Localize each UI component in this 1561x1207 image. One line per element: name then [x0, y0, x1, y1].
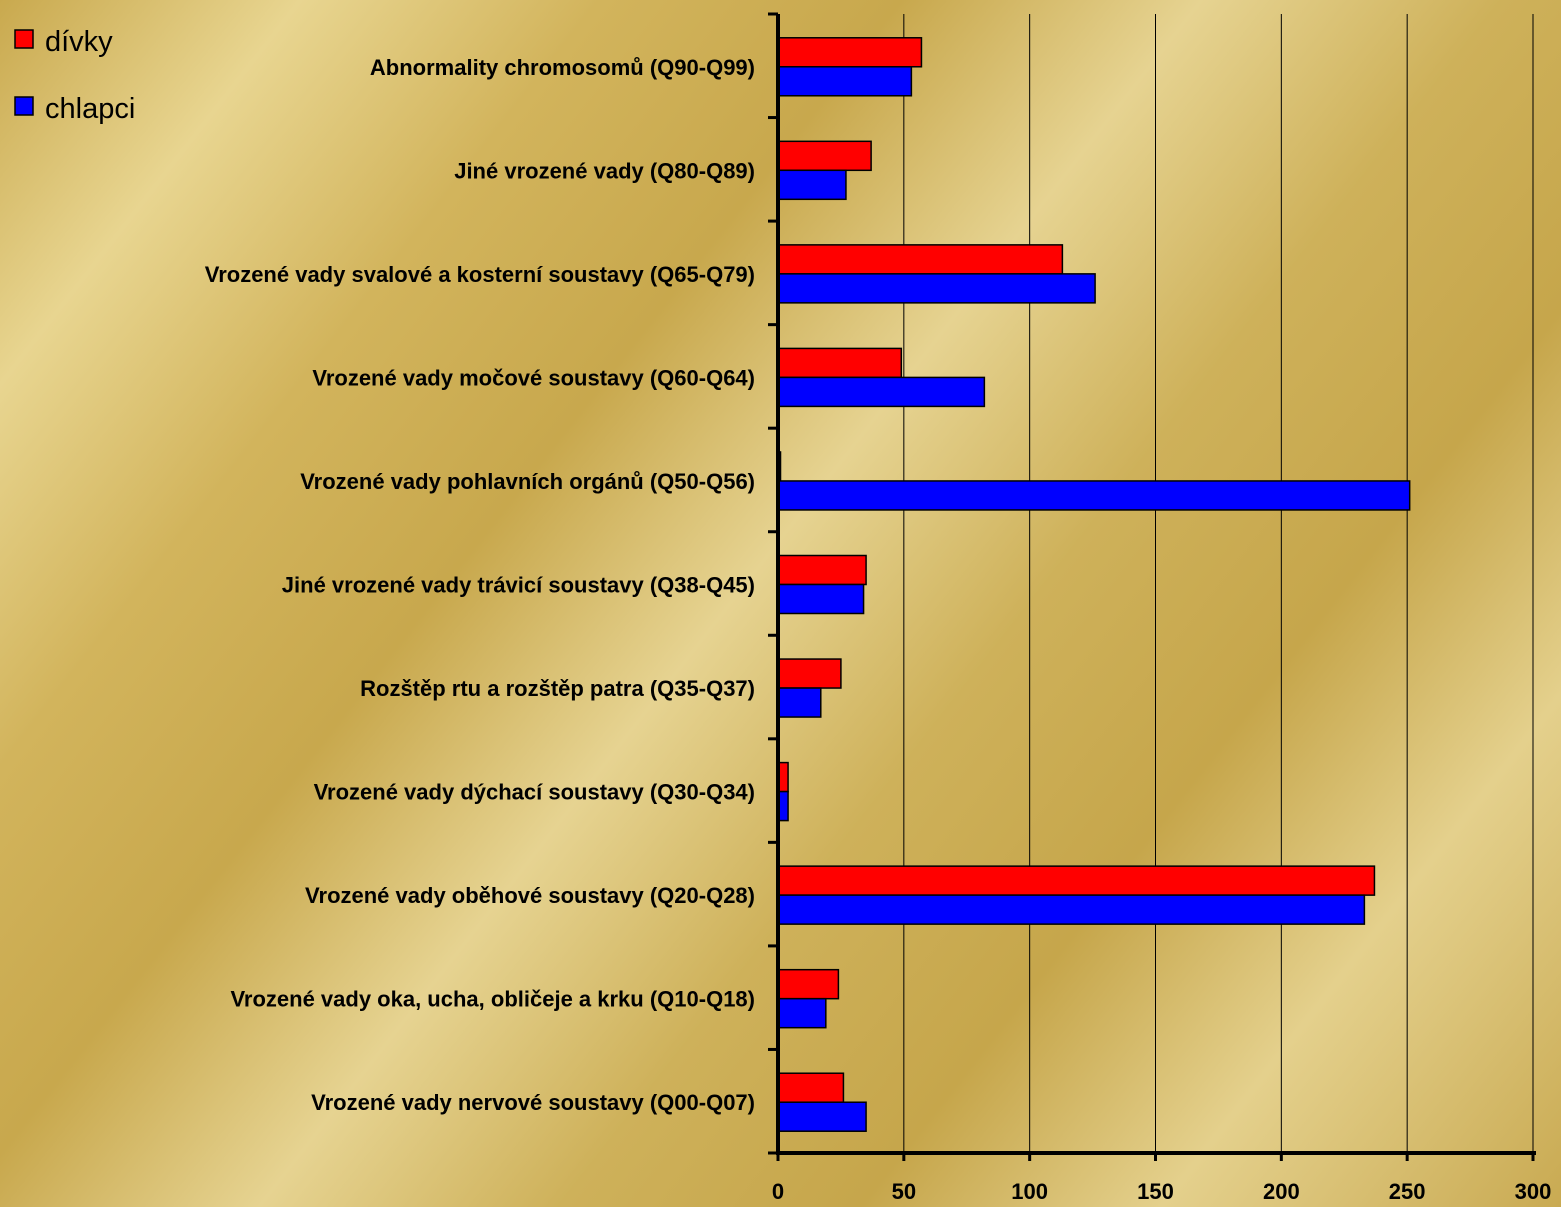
bar-divky — [777, 658, 842, 689]
legend: dívky chlapci — [14, 26, 135, 125]
category-label: Vrozené vady dýchací soustavy (Q30-Q34) — [314, 780, 755, 805]
bar-chlapci — [777, 376, 986, 408]
category-label: Vrozené vady svalové a kosterní soustavy… — [205, 262, 755, 287]
bar-divky — [777, 1072, 845, 1103]
legend-label-chlapci: chlapci — [45, 93, 135, 125]
bar-chlapci — [777, 480, 1411, 511]
x-tick-labels: 0 50 100 150 200 250 300 — [772, 1179, 1551, 1204]
category-label: Vrozené vady oběhové soustavy (Q20-Q28) — [305, 883, 755, 908]
bar-chlapci — [777, 66, 913, 97]
category-label: Abnormality chromosomů (Q90-Q99) — [370, 55, 755, 80]
bar-divky — [777, 37, 923, 68]
x-tick-label: 150 — [1137, 1179, 1174, 1204]
bar-chlapci — [777, 273, 1096, 304]
bars — [777, 37, 1411, 1132]
bar-divky — [777, 347, 903, 379]
bar-divky — [777, 140, 872, 172]
category-labels: Abnormality chromosomů (Q90-Q99) Jiné vro… — [205, 55, 755, 1115]
bar-divky — [777, 968, 840, 1000]
bar-divky — [777, 865, 1376, 896]
legend-label-divky: dívky — [45, 26, 113, 58]
legend-swatch-divky — [14, 29, 34, 49]
x-tick-label: 0 — [772, 1179, 784, 1204]
x-tick-label: 200 — [1263, 1179, 1300, 1204]
category-label: Jiné vrozené vady trávicí soustavy (Q38-… — [282, 573, 755, 598]
x-tick-label: 50 — [892, 1179, 916, 1204]
gridlines — [903, 14, 1534, 1153]
legend-swatch-chlapci — [14, 96, 34, 116]
bar-chlapci — [777, 1101, 867, 1132]
category-label: Rozštěp rtu a rozštěp patra (Q35-Q37) — [360, 676, 755, 701]
bar-chlapci — [777, 997, 827, 1029]
category-label: Vrozené vady pohlavních orgánů (Q50-Q56) — [300, 469, 755, 494]
bar-chlapci — [777, 894, 1366, 925]
bar-divky — [777, 554, 867, 586]
axes — [768, 12, 1536, 1161]
category-label: Vrozené vady oka, ucha, obličeje a krku … — [230, 987, 755, 1012]
category-label: Vrozené vady močové soustavy (Q60-Q64) — [312, 365, 755, 390]
bar-chlapci — [777, 169, 847, 201]
x-tick-label: 250 — [1389, 1179, 1426, 1204]
category-label: Jiné vrozené vady (Q80-Q89) — [454, 158, 755, 183]
x-tick-label: 300 — [1515, 1179, 1552, 1204]
category-label: Vrozené vady nervové soustavy (Q00-Q07) — [311, 1090, 755, 1115]
bar-chlapci — [777, 583, 865, 615]
bar-chlapci — [777, 687, 822, 718]
bar-divky — [777, 244, 1064, 275]
x-tick-label: 100 — [1011, 1179, 1048, 1204]
